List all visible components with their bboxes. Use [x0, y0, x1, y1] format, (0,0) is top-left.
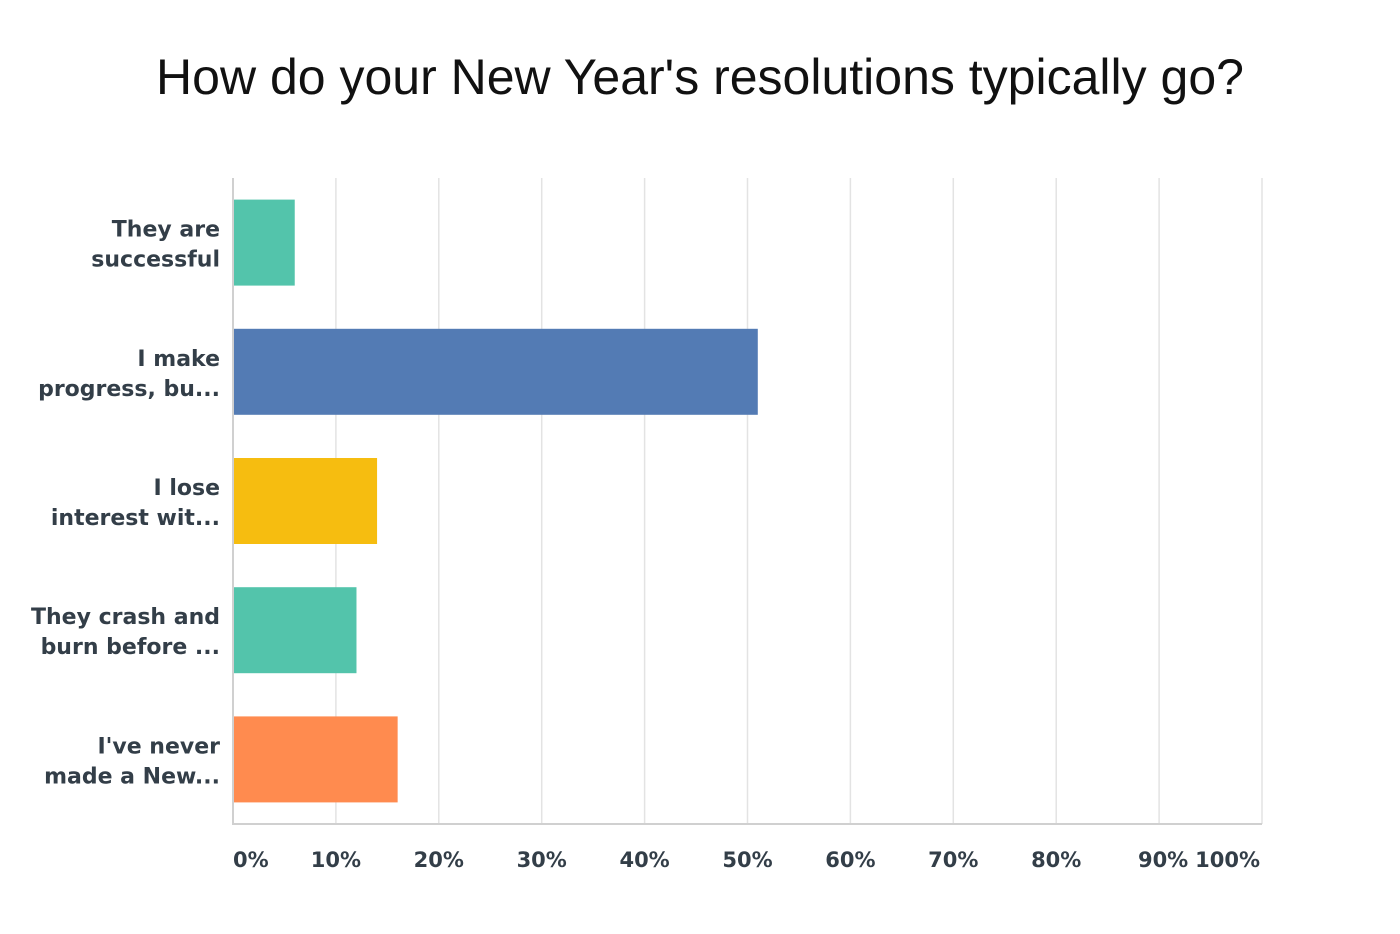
bar[interactable] [233, 458, 378, 544]
gridlines [335, 178, 1263, 824]
category-label-line: burn before ... [41, 635, 220, 660]
x-tick-label: 100% [1195, 848, 1260, 872]
category-label: They are successful [91, 218, 220, 273]
bar[interactable] [233, 199, 295, 286]
x-tick-labels: 0% 10% 20% 30% 40% 50% 60% 70% 80% 90% 100% [233, 848, 1260, 872]
category-label-line: I've never [97, 734, 220, 759]
category-label-line: I make [137, 347, 220, 372]
category-label: I've never made a New... [44, 734, 220, 789]
bar[interactable] [233, 716, 398, 803]
category-label: They crash and burn before ... [31, 605, 220, 660]
x-tick-label: 70% [928, 848, 978, 872]
bar[interactable] [233, 587, 357, 674]
category-label: I make progress, bu... [38, 347, 220, 402]
bar[interactable] [233, 328, 758, 415]
category-label: I lose interest wit... [51, 476, 220, 531]
x-tick-label: 30% [517, 848, 567, 872]
x-tick-label: 20% [414, 848, 464, 872]
category-label-line: They crash and [31, 605, 220, 630]
x-tick-label: 80% [1031, 848, 1081, 872]
chart-title: How do your New Year's resolutions typic… [156, 49, 1244, 105]
category-label-line: They are [112, 218, 220, 243]
category-label-line: successful [91, 248, 220, 273]
x-tick-label: 90% [1138, 848, 1188, 872]
category-label-line: progress, bu... [38, 377, 220, 402]
axes [232, 178, 1262, 825]
category-label-line: made a New... [44, 764, 220, 789]
category-label-line: interest wit... [51, 506, 220, 531]
x-tick-label: 50% [722, 848, 772, 872]
bars [233, 199, 758, 803]
x-tick-label: 0% [233, 848, 269, 872]
category-label-line: I lose [153, 476, 220, 501]
x-tick-label: 60% [825, 848, 875, 872]
x-tick-label: 10% [311, 848, 361, 872]
x-tick-label: 40% [619, 848, 669, 872]
